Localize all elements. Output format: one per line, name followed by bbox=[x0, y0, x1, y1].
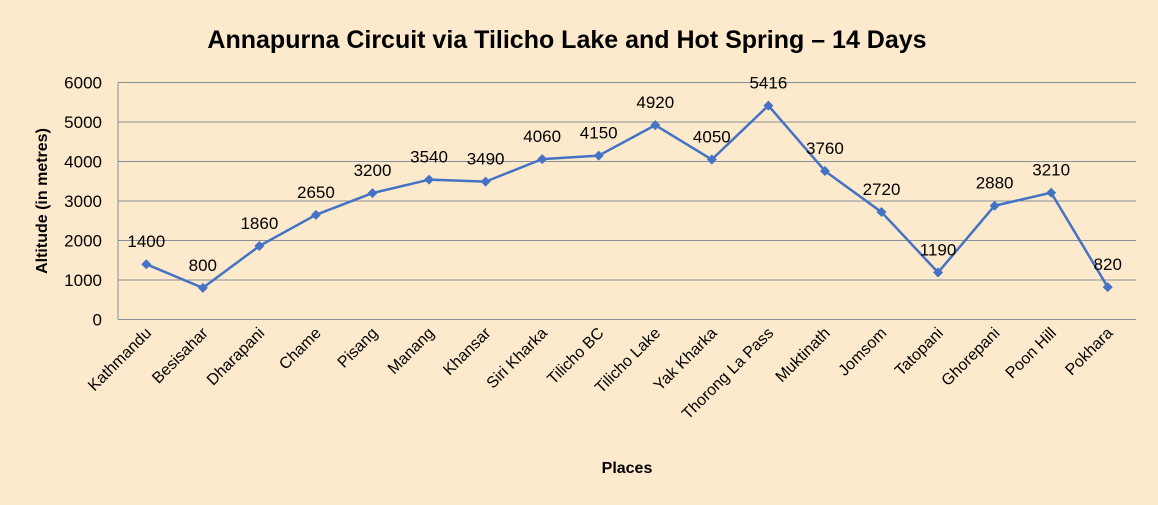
x-tick-label: Kathmandu bbox=[85, 325, 155, 395]
data-label: 3200 bbox=[354, 161, 392, 180]
y-tick-label: 2000 bbox=[64, 232, 102, 251]
y-tick-label: 4000 bbox=[64, 153, 102, 172]
y-tick-label: 0 bbox=[93, 311, 102, 330]
data-point-marker bbox=[480, 176, 491, 187]
x-tick-label: Siri Kharka bbox=[484, 325, 551, 392]
data-point-marker bbox=[1046, 187, 1057, 198]
x-tick-label: Tatopani bbox=[892, 325, 947, 380]
y-tick-labels: 0 1000 2000 3000 4000 5000 6000 bbox=[64, 74, 102, 330]
y-tick-label: 6000 bbox=[64, 74, 102, 93]
data-label: 3490 bbox=[467, 150, 505, 169]
data-point-marker bbox=[537, 154, 548, 165]
x-tick-label: Besisahar bbox=[149, 324, 212, 387]
data-point-marker bbox=[254, 241, 265, 252]
y-tick-label: 3000 bbox=[64, 192, 102, 211]
y-tick-label: 1000 bbox=[64, 271, 102, 290]
data-point-marker bbox=[141, 259, 152, 270]
x-tick-label: Dharapani bbox=[204, 325, 268, 389]
x-tick-label: Jomsom bbox=[836, 325, 891, 380]
data-label: 4060 bbox=[523, 127, 561, 146]
x-tick-label: Poon Hill bbox=[1003, 325, 1060, 382]
series-line bbox=[145, 104, 1109, 290]
y-axis-label: Altitude (in metres) bbox=[34, 128, 51, 274]
data-label: 4150 bbox=[580, 124, 618, 143]
data-point-marker bbox=[593, 150, 604, 161]
x-tick-label: Chame bbox=[276, 325, 325, 374]
data-point-marker bbox=[706, 154, 717, 165]
x-axis-label: Places bbox=[602, 460, 653, 477]
x-tick-label: Muktinath bbox=[773, 325, 834, 386]
data-point-marker bbox=[367, 188, 378, 199]
data-label: 3210 bbox=[1032, 161, 1070, 180]
gridlines bbox=[117, 82, 1136, 320]
data-label: 1190 bbox=[920, 240, 957, 259]
x-tick-label: Khansar bbox=[440, 324, 495, 379]
data-label: 800 bbox=[189, 256, 217, 275]
data-point-marker bbox=[197, 282, 208, 293]
x-tick-label: Pisang bbox=[335, 325, 382, 372]
data-point-marker bbox=[876, 207, 887, 218]
data-label: 2880 bbox=[976, 174, 1014, 193]
data-label: 2720 bbox=[863, 180, 901, 199]
series-altitude bbox=[141, 100, 1113, 293]
chart-title: Annapurna Circuit via Tilicho Lake and H… bbox=[207, 26, 926, 54]
data-point-marker bbox=[763, 100, 774, 111]
data-point-marker bbox=[310, 209, 321, 220]
data-point-marker bbox=[1102, 282, 1113, 293]
data-point-marker bbox=[424, 174, 435, 185]
data-point-marker bbox=[933, 267, 944, 278]
data-labels: 1400 800 1860 2650 3200 3540 3490 4060 4150 4920 4… bbox=[127, 74, 1122, 275]
data-point-marker bbox=[819, 165, 830, 176]
x-tick-label: Pokhara bbox=[1062, 325, 1116, 379]
data-label: 3540 bbox=[410, 148, 448, 167]
data-label: 1860 bbox=[240, 214, 278, 233]
data-label: 4050 bbox=[693, 128, 731, 147]
data-point-marker bbox=[989, 200, 1000, 211]
data-label: 3760 bbox=[806, 139, 844, 158]
data-label: 1400 bbox=[127, 232, 165, 251]
data-label: 4920 bbox=[636, 93, 674, 112]
data-point-marker bbox=[650, 120, 661, 131]
x-tick-label: Ghorepani bbox=[939, 325, 1004, 390]
data-label: 820 bbox=[1094, 255, 1122, 274]
data-label: 2650 bbox=[297, 183, 335, 202]
x-tick-label: Manang bbox=[385, 325, 438, 378]
y-tick-label: 5000 bbox=[64, 113, 102, 132]
data-label: 5416 bbox=[749, 74, 787, 93]
